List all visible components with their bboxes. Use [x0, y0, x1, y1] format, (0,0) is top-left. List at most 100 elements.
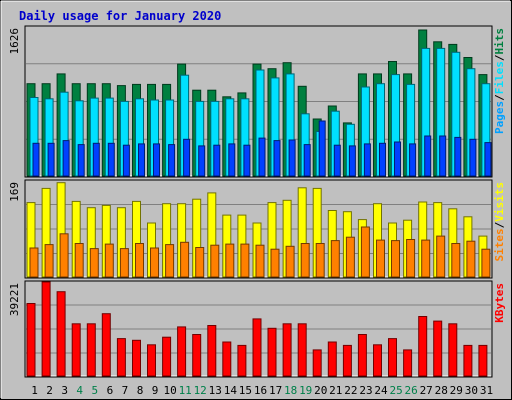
- bar-pages-day-7: [122, 144, 130, 177]
- right-legend-label: KBytes: [493, 283, 506, 323]
- bar-pages-day-14: [228, 143, 236, 177]
- bar-sites-day-30: [466, 240, 476, 278]
- bar-kbytes-day-29: [448, 323, 458, 377]
- bar-pages-day-30: [469, 138, 477, 177]
- x-tick-day-31: 31: [480, 384, 493, 397]
- bar-sites-day-22: [345, 236, 355, 278]
- panel-kbytes: 39221 KBytes: [8, 280, 506, 378]
- bar-kbytes-day-8: [132, 339, 141, 377]
- bar-kbytes-day-22: [342, 344, 352, 377]
- bar-kbytes-day-28: [433, 320, 443, 377]
- bar-pages-day-23: [363, 143, 371, 177]
- bar-pages-day-9: [153, 143, 160, 177]
- bar-kbytes-day-25: [388, 338, 397, 377]
- x-tick-day-27: 27: [420, 384, 433, 397]
- panel-visits-sites: 169 Sites/Visits: [8, 179, 506, 279]
- bar-pages-day-6: [107, 142, 115, 177]
- bar-kbytes-day-23: [357, 334, 367, 377]
- bar-kbytes-day-18: [282, 323, 292, 377]
- bar-sites-day-16: [255, 244, 265, 278]
- x-tick-day-11: 11: [179, 384, 192, 397]
- bar-kbytes-day-16: [252, 318, 262, 377]
- bar-sites-day-21: [330, 240, 340, 278]
- bar-pages-day-28: [439, 135, 447, 177]
- x-tick-day-22: 22: [344, 384, 357, 397]
- bar-pages-day-27: [424, 135, 432, 177]
- bar-pages-day-29: [454, 136, 462, 177]
- legend-part-visits: Visits: [493, 182, 506, 222]
- bar-pages-day-2: [47, 142, 55, 177]
- x-tick-day-1: 1: [31, 384, 38, 397]
- bar-kbytes-day-6: [101, 313, 111, 377]
- bar-kbytes-day-5: [86, 323, 96, 377]
- x-tick-day-5: 5: [91, 384, 98, 397]
- bar-sites-day-2: [44, 244, 54, 278]
- bar-pages-day-12: [198, 145, 206, 177]
- bar-sites-day-31: [481, 248, 491, 278]
- legend-part-files: Files: [493, 61, 506, 94]
- bar-sites-day-11: [180, 241, 190, 278]
- x-tick-day-21: 21: [329, 384, 342, 397]
- bar-kbytes-day-20: [312, 349, 322, 377]
- bar-sites-day-17: [270, 248, 280, 278]
- x-tick-day-19: 19: [299, 384, 312, 397]
- y-max-label: 39221: [8, 283, 21, 316]
- bar-sites-day-20: [315, 243, 325, 278]
- legend-part-kbytes: KBytes: [493, 283, 506, 323]
- bar-pages-day-20: [318, 120, 326, 177]
- x-tick-day-13: 13: [209, 384, 222, 397]
- x-tick-day-4: 4: [76, 384, 83, 397]
- x-tick-day-18: 18: [284, 384, 297, 397]
- bar-kbytes-day-10: [162, 336, 172, 377]
- x-tick-day-25: 25: [389, 384, 402, 397]
- bar-pages-day-8: [138, 143, 145, 177]
- legend-part-pages: Pages: [493, 101, 506, 134]
- bar-sites-day-8: [135, 243, 144, 278]
- bar-sites-day-23: [360, 226, 370, 278]
- bar-kbytes-day-30: [463, 344, 473, 377]
- x-tick-day-29: 29: [450, 384, 463, 397]
- legend-part-sep: /: [493, 221, 506, 228]
- bar-kbytes-day-17: [267, 327, 277, 377]
- bar-kbytes-day-24: [373, 344, 382, 377]
- bar-pages-day-18: [288, 139, 296, 177]
- x-tick-day-12: 12: [194, 384, 207, 397]
- bar-pages-day-4: [77, 144, 85, 177]
- x-tick-day-30: 30: [465, 384, 478, 397]
- bar-pages-day-26: [409, 143, 417, 177]
- bar-sites-day-25: [391, 240, 400, 278]
- bar-sites-day-29: [451, 243, 461, 278]
- bar-kbytes-day-1: [26, 303, 36, 377]
- right-legend-label: Pages/Files/Hits: [493, 28, 506, 134]
- x-tick-day-17: 17: [269, 384, 282, 397]
- chart-panels: 1626Pages/Files/Hits169Sites/Visits39221…: [8, 25, 506, 378]
- bar-pages-day-5: [92, 142, 100, 177]
- bar-kbytes-day-7: [116, 338, 126, 377]
- x-tick-day-9: 9: [152, 384, 159, 397]
- bar-kbytes-day-3: [56, 291, 66, 377]
- chart-title: Daily usage for January 2020: [19, 9, 221, 23]
- bar-sites-day-9: [150, 247, 159, 278]
- bar-kbytes-day-31: [478, 344, 488, 377]
- legend-part-sep: /: [493, 94, 506, 101]
- legend-part-sites: Sites: [493, 228, 506, 261]
- bar-pages-day-10: [168, 144, 176, 177]
- bar-kbytes-day-4: [71, 323, 81, 377]
- bar-kbytes-day-15: [237, 344, 247, 377]
- x-tick-day-8: 8: [137, 384, 144, 397]
- bar-pages-day-19: [303, 144, 311, 177]
- x-tick-day-26: 26: [404, 384, 417, 397]
- x-tick-day-28: 28: [435, 384, 448, 397]
- x-tick-day-15: 15: [239, 384, 252, 397]
- y-max-label: 169: [8, 182, 21, 202]
- bar-pages-day-15: [243, 144, 251, 177]
- bar-kbytes-day-26: [403, 349, 413, 377]
- x-tick-day-7: 7: [122, 384, 129, 397]
- bar-kbytes-day-19: [297, 323, 307, 377]
- bar-sites-day-19: [300, 243, 310, 278]
- bar-pages-day-17: [273, 140, 281, 177]
- bar-sites-day-6: [104, 243, 114, 278]
- bar-kbytes-day-11: [177, 326, 187, 377]
- bar-kbytes-day-2: [41, 281, 51, 377]
